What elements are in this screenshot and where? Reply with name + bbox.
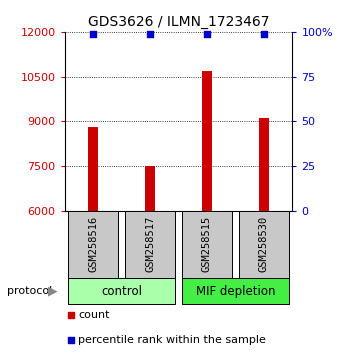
- Point: [261, 31, 267, 36]
- Bar: [88, 127, 98, 211]
- Bar: [125, 211, 175, 278]
- Text: GSM258515: GSM258515: [202, 216, 212, 272]
- Title: GDS3626 / ILMN_1723467: GDS3626 / ILMN_1723467: [88, 16, 269, 29]
- Text: GSM258517: GSM258517: [145, 216, 155, 272]
- Text: count: count: [78, 309, 110, 320]
- Bar: [202, 70, 212, 211]
- Point: [147, 31, 153, 36]
- Bar: [182, 278, 289, 304]
- Text: MIF depletion: MIF depletion: [196, 285, 275, 298]
- Point: [90, 31, 96, 36]
- Bar: [182, 211, 232, 278]
- Text: ▶: ▶: [48, 285, 57, 298]
- Point: [204, 31, 210, 36]
- Point: [69, 312, 74, 318]
- Bar: [239, 211, 289, 278]
- Text: percentile rank within the sample: percentile rank within the sample: [78, 335, 266, 346]
- Text: protocol: protocol: [7, 286, 52, 296]
- Text: GSM258530: GSM258530: [259, 216, 269, 272]
- Point: [69, 337, 74, 343]
- Text: GSM258516: GSM258516: [88, 216, 98, 272]
- Bar: [68, 278, 175, 304]
- Bar: [68, 211, 118, 278]
- Bar: [145, 166, 155, 211]
- Bar: [259, 118, 269, 211]
- Text: control: control: [101, 285, 142, 298]
